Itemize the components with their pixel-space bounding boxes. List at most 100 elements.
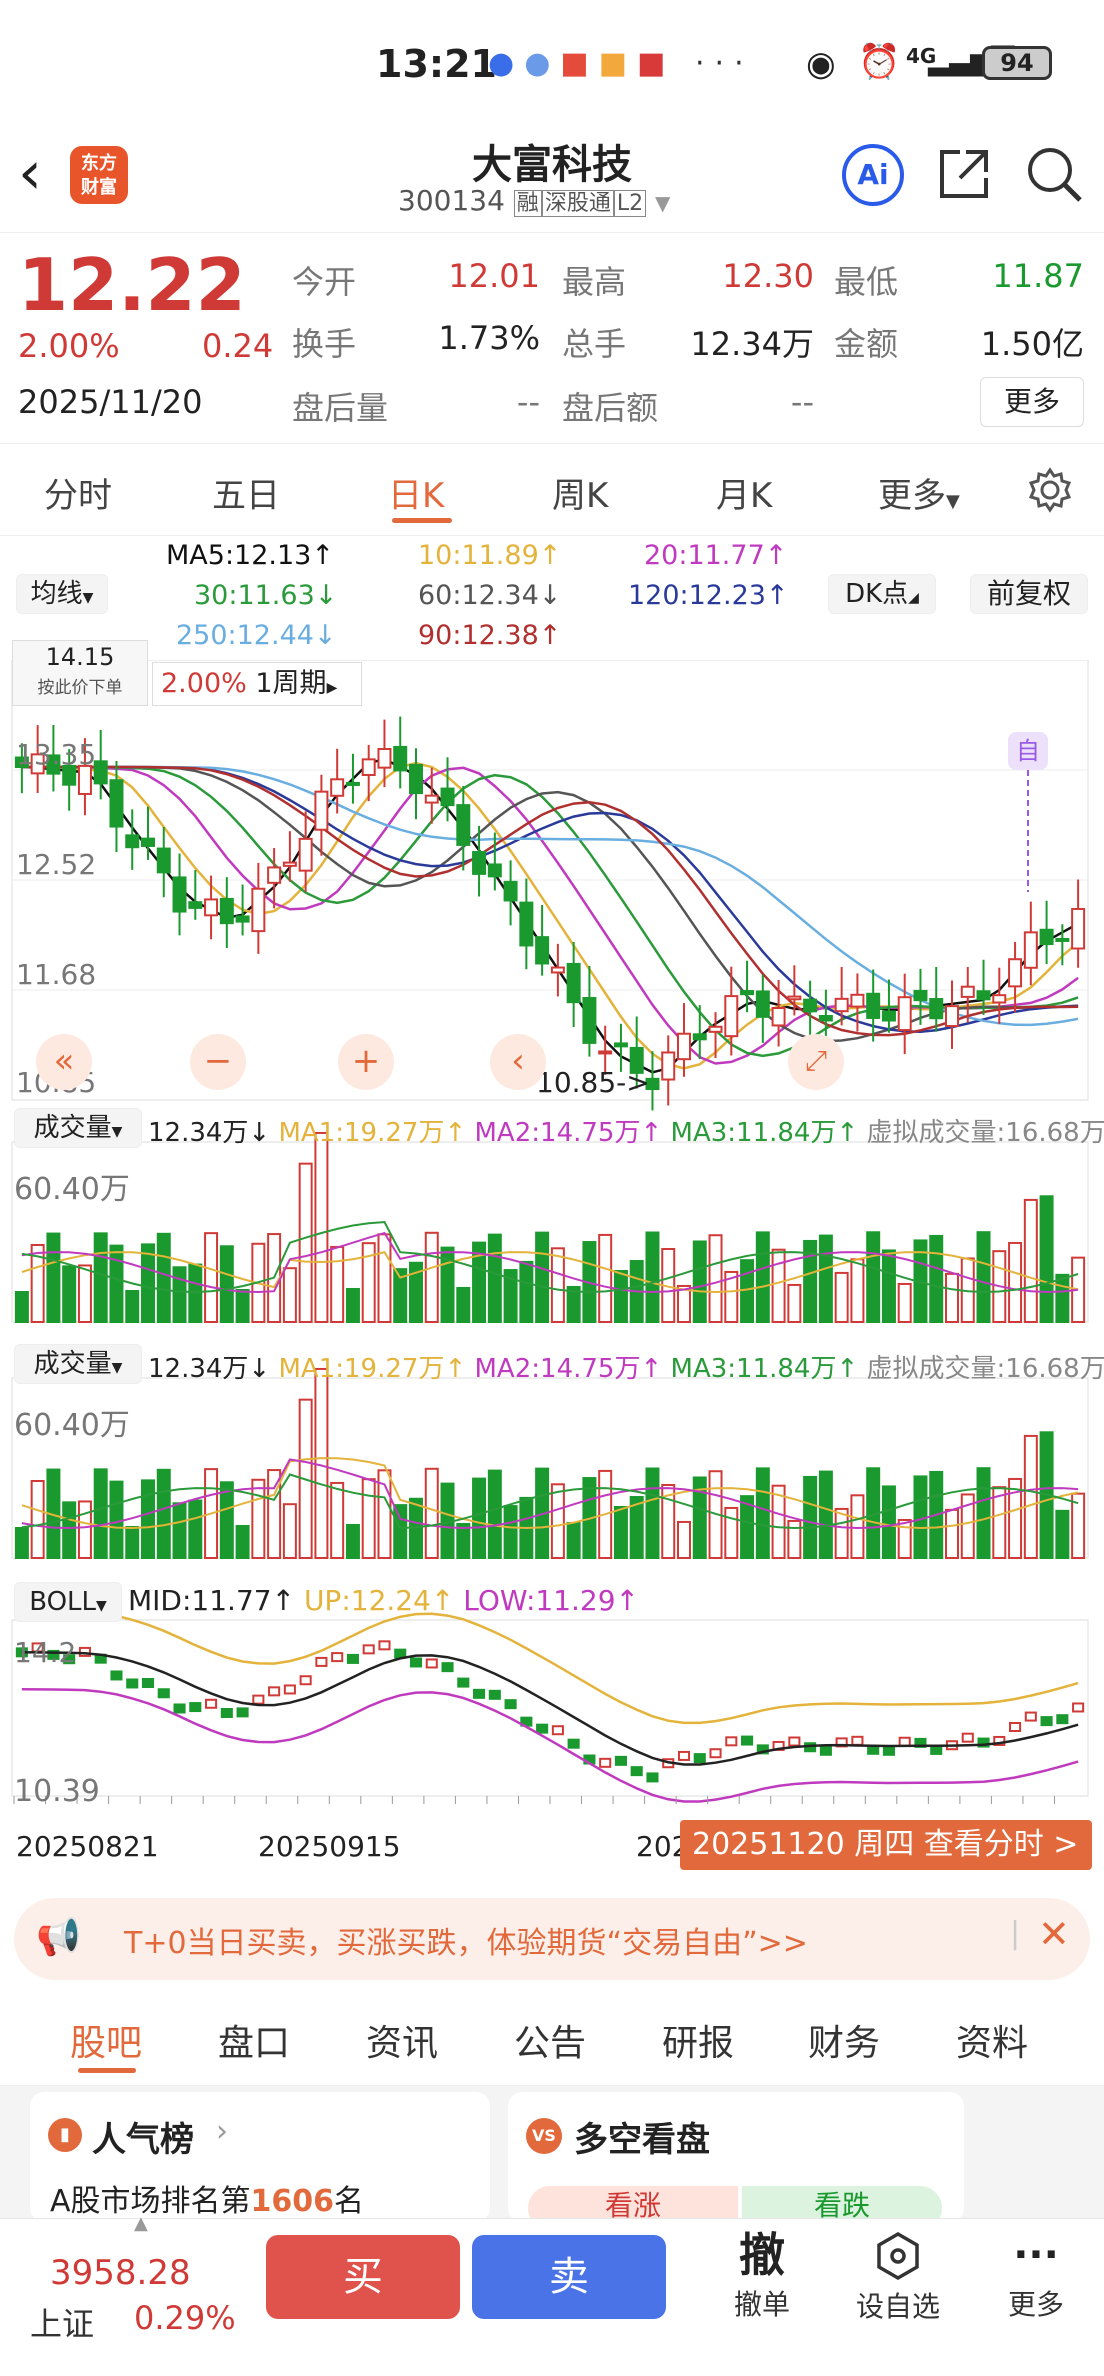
add-watchlist-button[interactable]: 设自选 [838, 2231, 958, 2325]
boll-selector[interactable]: BOLL▼ [14, 1582, 122, 1622]
index-name[interactable]: 上证 [30, 2305, 95, 2343]
volume-bar [251, 1478, 266, 1560]
bull-bear-card[interactable]: VS 多空看盘 看涨 看跌 [508, 2092, 964, 2222]
tab-intraday[interactable]: 分时 [44, 476, 112, 516]
candle-body [692, 1033, 707, 1041]
tab-guba[interactable]: 股吧 [70, 2023, 143, 2064]
candle-body [46, 754, 61, 775]
after-vol-value: -- [516, 383, 540, 421]
volume-bar [1039, 1195, 1054, 1323]
tab-finance[interactable]: 财务 [808, 2023, 881, 2064]
tab-announce[interactable]: 公告 [514, 2023, 587, 2064]
app-notification-icons: ●●■■■ ··· [488, 46, 754, 81]
boll-candle [977, 1737, 990, 1748]
candle-body [771, 1007, 786, 1027]
promo-banner[interactable]: 📢 T+0当日买卖，买涨买跌，体验期货“交易自由”>> | ✕ [14, 1898, 1090, 1980]
volume-bar [298, 1162, 313, 1324]
volume-bar [661, 1483, 676, 1560]
view-intraday-tip[interactable]: 20251120 周四 查看分时 > [680, 1820, 1092, 1870]
boll-candle [394, 1648, 407, 1659]
boll-candle [441, 1662, 454, 1673]
search-icon[interactable] [1022, 142, 1086, 206]
ma20-label: 20:11.77↑ [644, 540, 788, 571]
buy-button[interactable]: 买 [266, 2235, 460, 2319]
tab-daily-k[interactable]: 日K [388, 476, 445, 516]
cancel-order-button[interactable]: 撤 撤单 [712, 2227, 812, 2323]
top-price-order-box[interactable]: 14.15 按此价下单 [12, 640, 148, 706]
ma-selector[interactable]: 均线▼ [16, 574, 108, 614]
candle-body [298, 837, 313, 872]
candle-body [219, 897, 234, 925]
tag-level: L2 [613, 190, 647, 217]
index-pct[interactable]: 0.29% [134, 2299, 236, 2337]
period-change-box[interactable]: 2.00% 1周期▶ [152, 662, 362, 706]
volume-bar [787, 1519, 802, 1559]
tab-pankou[interactable]: 盘口 [218, 2023, 291, 2064]
volume-bar [93, 1468, 108, 1560]
volume-bar [409, 1261, 423, 1324]
chevron-down-icon[interactable]: ▼ [655, 191, 671, 215]
volume-bar [330, 1245, 345, 1323]
popularity-card[interactable]: ▮ 人气榜 › A股市场排名第1606名 [30, 2092, 490, 2222]
vol1-selector[interactable]: 成交量▼ [14, 1108, 142, 1148]
volume-bar [503, 1505, 518, 1560]
tab-weekly-k[interactable]: 周K [552, 476, 609, 516]
back-icon[interactable]: ‹ [18, 138, 42, 208]
vol2-selector-label: 成交量 [33, 1349, 112, 1379]
scroll-left-button[interactable]: ‹ [490, 1034, 546, 1090]
tag-rong: 融 [513, 190, 542, 217]
fullscreen-button[interactable]: ⤢ [788, 1034, 844, 1090]
volume-bar [740, 1495, 755, 1560]
tab-monthly-k[interactable]: 月K [716, 476, 773, 516]
dk-label: DK点 [845, 579, 909, 609]
volume-bar [125, 1289, 140, 1323]
more-dots-icon: ··· [1013, 2232, 1059, 2278]
share-icon[interactable] [934, 144, 994, 204]
ma250-label: 250:12.44↓ [176, 620, 337, 651]
candle-body [156, 847, 171, 874]
turnover-label: 换手 [292, 325, 357, 363]
bottom-toolbar: ▲ 3958.28 上证 0.29% 买 卖 撤 撤单 设自选 ··· 更多 [0, 2213, 1104, 2376]
rank-number: 1606 [250, 2184, 335, 2219]
zoom-out-button[interactable]: − [190, 1034, 246, 1090]
volume-bar [503, 1269, 518, 1324]
boll-candle [157, 1688, 170, 1699]
dk-point-button[interactable]: DK点◢ [828, 574, 936, 614]
index-value[interactable]: 3958.28 [50, 2253, 191, 2293]
kline-svg[interactable] [0, 660, 1104, 1890]
caret-down-icon: ▼ [946, 491, 960, 512]
close-icon[interactable]: ✕ [1038, 1912, 1070, 1956]
high-label: 最高 [562, 263, 627, 301]
volume-bar [755, 1231, 770, 1323]
settings-icon[interactable] [1026, 466, 1074, 514]
more-quote-button[interactable]: 更多 [980, 377, 1084, 427]
volume-bar [487, 1469, 502, 1559]
tab-research[interactable]: 研报 [662, 2023, 735, 2064]
adjust-button[interactable]: 前复权 [970, 574, 1088, 614]
boll-candle [536, 1723, 549, 1734]
candle-body [913, 989, 928, 1002]
tab-profile[interactable]: 资料 [956, 2023, 1029, 2064]
tab-more[interactable]: 更多▼ [878, 468, 960, 517]
volume-bar [125, 1525, 140, 1559]
boll-candle [141, 1677, 155, 1688]
vol2-selector[interactable]: 成交量▼ [14, 1344, 142, 1384]
bear-button[interactable]: 看跌 [742, 2186, 942, 2222]
sell-button[interactable]: 卖 [472, 2235, 666, 2319]
volume-bar [424, 1467, 439, 1560]
boll-candle [299, 1675, 312, 1686]
more-button[interactable]: ··· 更多 [986, 2227, 1086, 2323]
candle-body [393, 745, 408, 772]
zoom-in-button[interactable]: + [338, 1034, 394, 1090]
candle-body [929, 998, 944, 1020]
volume-bar [456, 1522, 471, 1560]
volume-bar [141, 1243, 155, 1324]
amount-label: 金额 [834, 325, 899, 363]
scroll-left-fast-button[interactable]: « [36, 1034, 92, 1090]
volume-bar [850, 1258, 865, 1323]
volume-bar [188, 1499, 203, 1560]
tab-five-day[interactable]: 五日 [212, 476, 280, 516]
tab-news[interactable]: 资讯 [366, 2023, 439, 2064]
bull-button[interactable]: 看涨 [528, 2186, 738, 2222]
ai-button[interactable]: Ai [842, 144, 904, 206]
